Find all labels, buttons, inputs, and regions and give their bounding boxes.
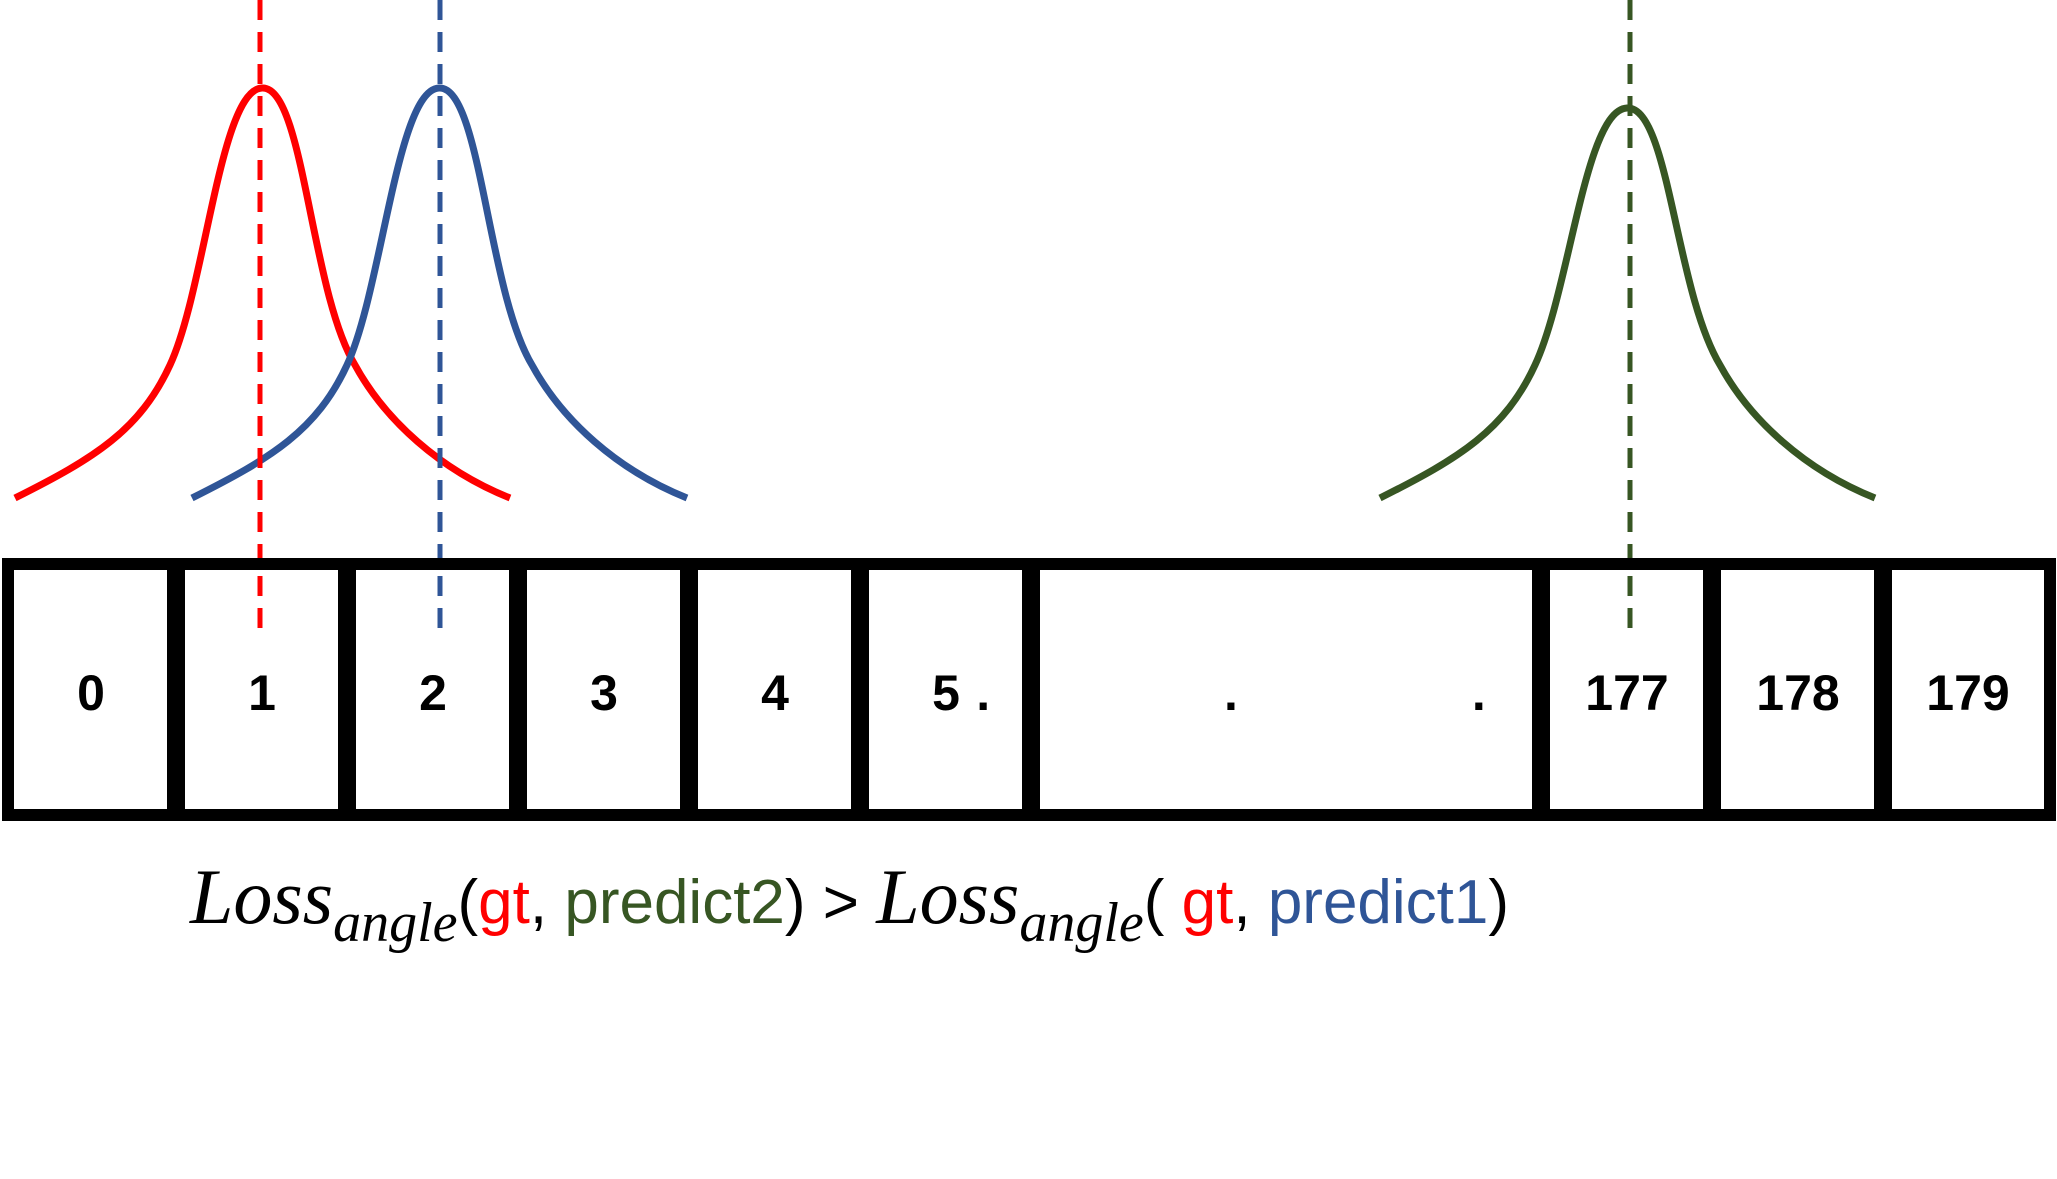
angle-subscript-1: angle — [333, 892, 458, 954]
angle-bin-row: 0 1 2 3 4 5 . . . 177 178 179 — [2, 558, 2056, 821]
bin-label-2: 2 — [419, 665, 447, 721]
gt-term-2: gt — [1181, 868, 1234, 937]
bin-label-177: 177 — [1585, 665, 1668, 721]
close-paren-1: ) — [784, 868, 806, 937]
greater-than-symbol: > — [805, 868, 877, 937]
bin-label-0: 0 — [77, 665, 105, 721]
loss-symbol-1: Loss — [190, 853, 334, 940]
angle-bin-box — [1880, 558, 2056, 821]
predict2-term: predict2 — [564, 868, 785, 937]
open-paren-2: ( — [1143, 868, 1182, 937]
angle-subscript-2: angle — [1019, 892, 1144, 954]
open-paren-1: ( — [457, 868, 479, 937]
predict1-term: predict1 — [1267, 868, 1489, 937]
gt-term-1: gt — [478, 868, 530, 937]
bin-label-1: 1 — [248, 665, 276, 721]
predict2-distribution-curve — [1378, 104, 1877, 502]
loss-comparison-formula: Lossangle(gt, predict2) > Lossangle( gt,… — [190, 852, 1890, 962]
bin-label-178: 178 — [1756, 665, 1839, 721]
predict1-distribution-curve — [190, 84, 689, 502]
gt-distribution-curve — [13, 84, 512, 502]
loss-symbol-2: Loss — [876, 853, 1020, 940]
bin-label-5: 5 — [932, 665, 960, 721]
bin-label-4: 4 — [761, 665, 789, 721]
bin-label-179: 179 — [1926, 665, 2009, 721]
close-paren-2: ) — [1488, 868, 1510, 937]
comma-2: , — [1233, 868, 1268, 937]
bin-label-3: 3 — [590, 665, 618, 721]
comma-1: , — [529, 868, 565, 937]
bin-label-ellipsis: . . . — [976, 665, 1595, 721]
